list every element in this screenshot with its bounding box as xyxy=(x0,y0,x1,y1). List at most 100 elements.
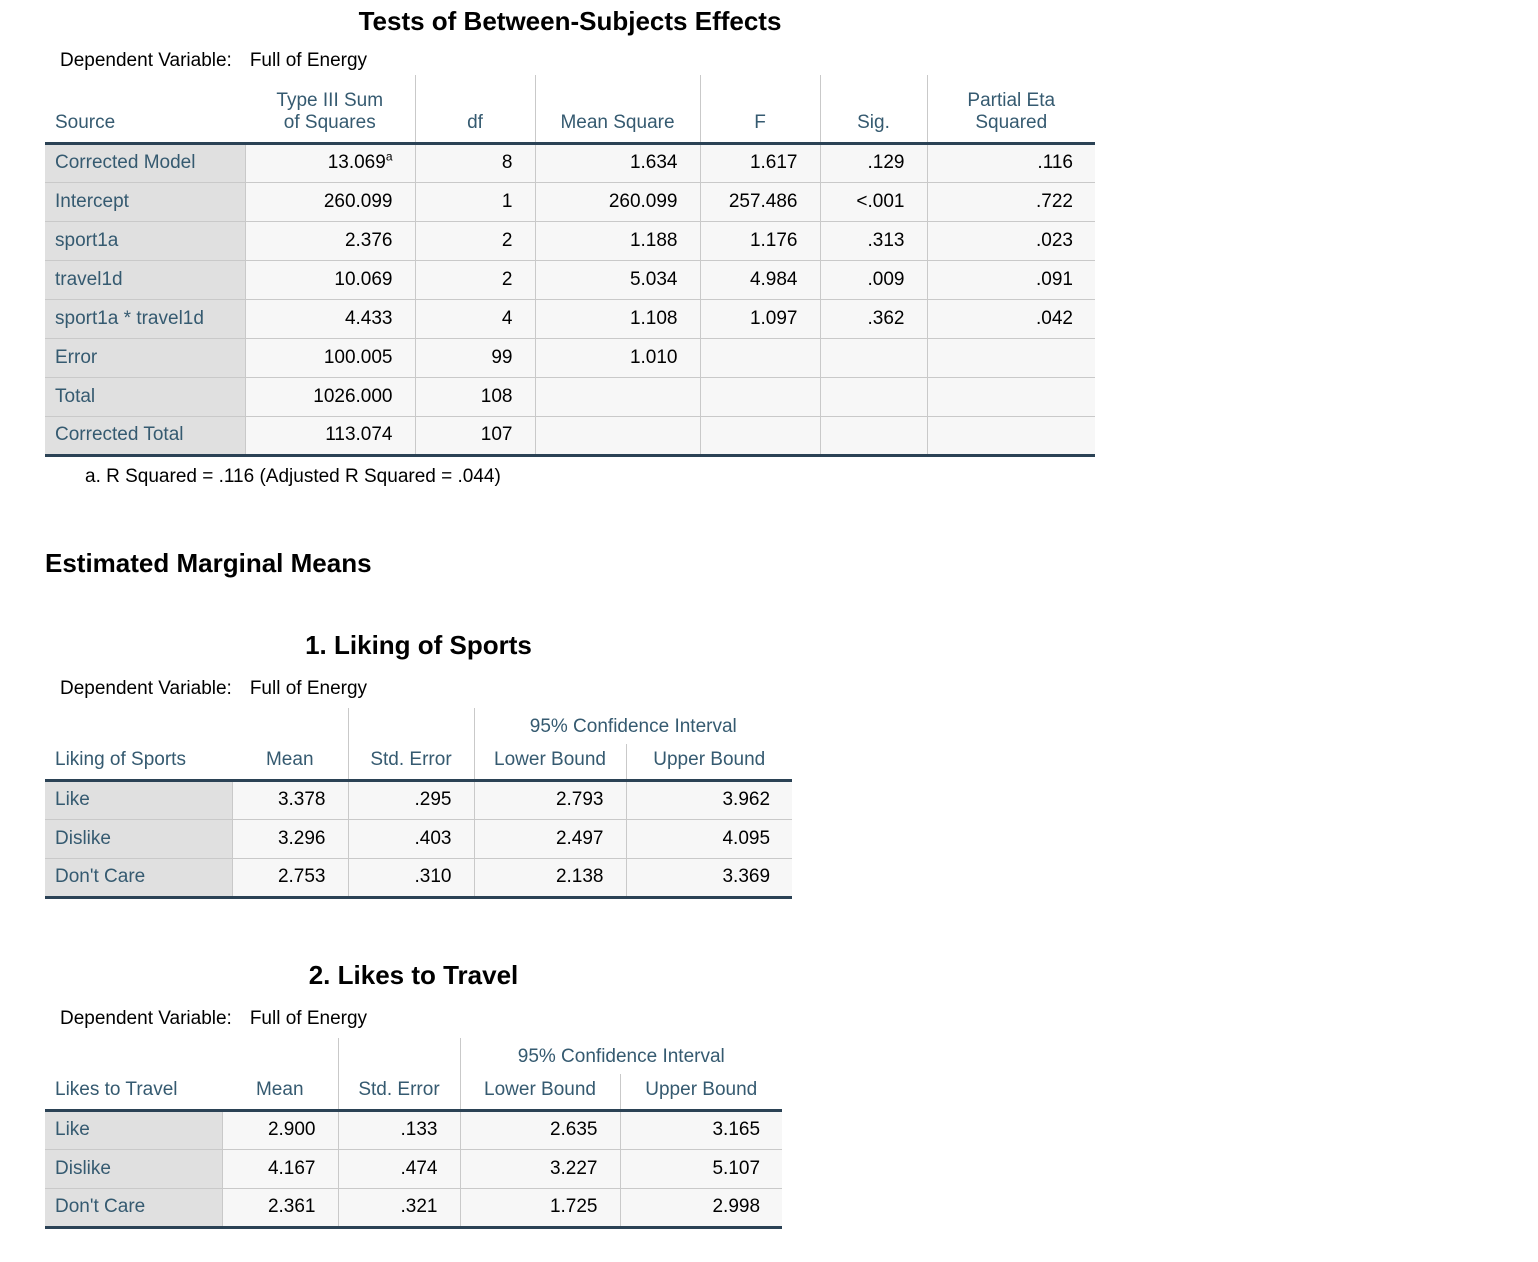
value-cell: 1 xyxy=(414,181,535,221)
value-cell: .009 xyxy=(819,259,927,299)
value-cell: 3.227 xyxy=(459,1148,620,1188)
value-cell: 8 xyxy=(414,142,535,182)
value-cell xyxy=(819,415,927,455)
column-header-std-error: Std. Error xyxy=(337,1038,460,1112)
value-cell: 1.634 xyxy=(534,142,700,182)
column-header-stub: Liking of Sports xyxy=(45,708,232,782)
anova-header-row: Source Type III Sum of Squares df Mean S… xyxy=(45,75,1095,145)
row-label-cell: Error xyxy=(45,337,245,377)
column-header-std-error: Std. Error xyxy=(347,708,474,782)
column-header-ci: 95% Confidence Interval xyxy=(459,1038,783,1074)
value-cell xyxy=(926,376,1095,416)
value-cell: 1.176 xyxy=(699,220,820,260)
value-cell: 13.069a xyxy=(244,142,415,182)
emm-table-1: Liking of Sports Mean Std. Error 95% Con… xyxy=(45,708,793,899)
row-label-cell: Corrected Model xyxy=(45,142,245,182)
value-cell: .133 xyxy=(337,1109,460,1149)
value-cell: .474 xyxy=(337,1148,460,1188)
value-cell: 10.069 xyxy=(244,259,415,299)
column-header-ss: Type III Sum of Squares xyxy=(245,75,415,145)
row-label-cell: sport1a * travel1d xyxy=(45,298,245,338)
value-cell: .310 xyxy=(347,857,474,897)
row-label-cell: Like xyxy=(45,1109,222,1149)
value-cell: 5.034 xyxy=(534,259,700,299)
column-header-lower-bound: Lower Bound xyxy=(473,744,626,782)
column-header-mean-square: Mean Square xyxy=(534,75,700,145)
value-cell: 4 xyxy=(414,298,535,338)
value-cell: 2 xyxy=(414,220,535,260)
value-cell: 4.167 xyxy=(221,1148,338,1188)
value-cell: 1.097 xyxy=(699,298,820,338)
column-header-upper-bound: Upper Bound xyxy=(619,1074,783,1112)
row-label-cell: Don't Care xyxy=(45,857,232,897)
value-cell: .042 xyxy=(926,298,1095,338)
value-cell xyxy=(699,337,820,377)
row-label-cell: Dislike xyxy=(45,818,232,858)
value-cell xyxy=(926,337,1095,377)
value-cell: 2.900 xyxy=(221,1109,338,1149)
value-cell: 2.998 xyxy=(619,1187,783,1227)
ci-subheader-row: Lower Bound Upper Bound xyxy=(45,1074,783,1112)
row-label-cell: Total xyxy=(45,376,245,416)
value-cell: .023 xyxy=(926,220,1095,260)
row-label-cell: Corrected Total xyxy=(45,415,245,455)
value-cell: .362 xyxy=(819,298,927,338)
value-cell: .129 xyxy=(819,142,927,182)
dependent-variable-label: Dependent Variable: xyxy=(60,1008,232,1029)
value-cell: 3.369 xyxy=(625,857,793,897)
ci-subheader-row: Lower Bound Upper Bound xyxy=(45,744,793,782)
value-cell: 2.635 xyxy=(459,1109,620,1149)
value-cell: .091 xyxy=(926,259,1095,299)
column-header-stub: Likes to Travel xyxy=(45,1038,222,1112)
anova-table: Source Type III Sum of Squares df Mean S… xyxy=(45,75,1095,457)
value-cell: 260.099 xyxy=(534,181,700,221)
value-cell: 1.010 xyxy=(534,337,700,377)
emm-section-heading: Estimated Marginal Means xyxy=(45,548,372,578)
value-cell: 1.725 xyxy=(459,1187,620,1227)
value-cell xyxy=(699,376,820,416)
value-cell: 3.296 xyxy=(231,818,348,858)
table-row: Error 100.005 99 1.010 xyxy=(45,337,1095,377)
row-label-cell: Dislike xyxy=(45,1148,222,1188)
value-cell xyxy=(926,415,1095,455)
dependent-variable-value: Full of Energy xyxy=(249,1008,368,1029)
emm-table-1-dependent-variable-line: Dependent Variable: Full of Energy xyxy=(60,678,367,700)
table-row: Dislike 3.296 .403 2.497 4.095 xyxy=(45,818,793,858)
emm-table-2-title: 2. Likes to Travel xyxy=(308,960,519,990)
row-label-cell: Don't Care xyxy=(45,1187,222,1227)
table-row: Don't Care 2.361 .321 1.725 2.998 xyxy=(45,1187,783,1227)
table-row: sport1a * travel1d 4.433 4 1.108 1.097 .… xyxy=(45,298,1095,338)
value-cell: 1.617 xyxy=(699,142,820,182)
row-label-cell: Intercept xyxy=(45,181,245,221)
table-row: Intercept 260.099 1 260.099 257.486 <.00… xyxy=(45,181,1095,221)
value-cell: 257.486 xyxy=(699,181,820,221)
value-cell: .403 xyxy=(347,818,474,858)
dependent-variable-value: Full of Energy xyxy=(249,678,368,699)
value-cell xyxy=(819,337,927,377)
value-cell xyxy=(819,376,927,416)
value-cell: 3.962 xyxy=(625,779,793,819)
value-cell xyxy=(699,415,820,455)
footnote-marker: a xyxy=(385,149,393,164)
column-header-source: Source xyxy=(45,75,245,145)
value-cell: 4.984 xyxy=(699,259,820,299)
value-cell: .321 xyxy=(337,1187,460,1227)
value-cell: 2.793 xyxy=(473,779,626,819)
table-row: Don't Care 2.753 .310 2.138 3.369 xyxy=(45,857,793,897)
ci-header-row: Likes to Travel Mean Std. Error 95% Conf… xyxy=(45,1038,783,1112)
row-label-cell: travel1d xyxy=(45,259,245,299)
table-row: travel1d 10.069 2 5.034 4.984 .009 .091 xyxy=(45,259,1095,299)
value-cell: 2.361 xyxy=(221,1187,338,1227)
value-cell xyxy=(534,415,700,455)
table-row: Like 2.900 .133 2.635 3.165 xyxy=(45,1109,783,1149)
value-cell: 100.005 xyxy=(244,337,415,377)
value-cell: 108 xyxy=(414,376,535,416)
value-cell: 2.753 xyxy=(231,857,348,897)
table-row: Corrected Total 113.074 107 xyxy=(45,415,1095,455)
value-cell: .116 xyxy=(926,142,1095,182)
dependent-variable-label: Dependent Variable: xyxy=(60,678,232,699)
value-cell: 4.095 xyxy=(625,818,793,858)
value-cell: .722 xyxy=(926,181,1095,221)
column-header-df: df xyxy=(414,75,535,145)
